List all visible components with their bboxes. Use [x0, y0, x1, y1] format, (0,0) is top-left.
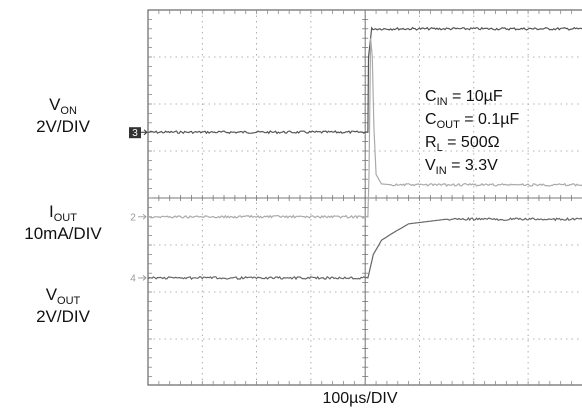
- channel-marker-label: 2: [130, 212, 136, 223]
- channel-label-vout: VOUT 2V/DIV: [36, 285, 90, 326]
- trace-iout: [147, 38, 582, 219]
- channel-marker-arrow: [138, 213, 147, 220]
- annotation-line: RL = 500Ω: [425, 134, 500, 154]
- channel-marker-label: 3: [132, 128, 138, 139]
- annotation-layer: CIN = 10µF COUT = 0.1µF RL = 500Ω VIN = 3.3…: [425, 88, 519, 177]
- trace-von: [147, 26, 582, 135]
- x-axis-label: 100µs/DIV: [322, 390, 398, 407]
- trace-vout: [147, 216, 582, 281]
- channel-marker-label: 4: [130, 273, 136, 284]
- annotation-line: COUT = 0.1µF: [425, 111, 519, 131]
- channel-label-von: VON 2V/DIV: [36, 95, 90, 136]
- annotation-line: VIN = 3.3V: [425, 157, 498, 177]
- channel-label-iout: IOUT 10mA/DIV: [24, 202, 102, 243]
- trace-layer: [147, 26, 582, 281]
- channel-marker-arrow: [138, 275, 147, 281]
- channel-marker-arrow: [141, 129, 148, 136]
- annotation-line: CIN = 10µF: [425, 88, 503, 108]
- channel-marker-layer: 3 2 4: [129, 127, 148, 284]
- channel-marker-box: [129, 127, 141, 139]
